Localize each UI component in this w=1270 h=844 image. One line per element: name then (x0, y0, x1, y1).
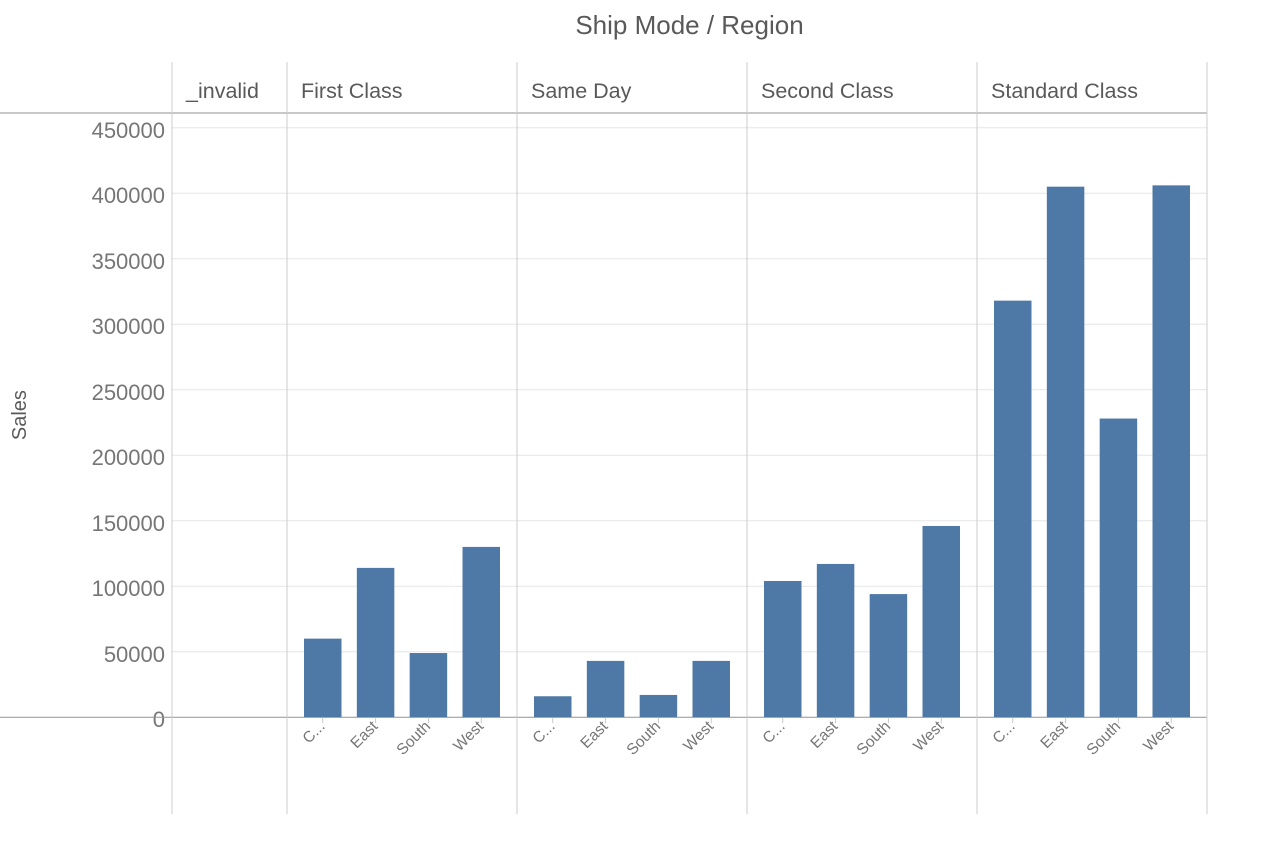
svg-text:C...: C... (759, 718, 788, 747)
svg-text:C...: C... (989, 718, 1018, 747)
svg-text:C...: C... (529, 718, 558, 747)
svg-text:East: East (577, 718, 611, 752)
svg-text:East: East (807, 718, 841, 752)
svg-text:Sales: Sales (9, 390, 31, 440)
svg-text:West: West (1140, 718, 1177, 755)
svg-text:South: South (854, 718, 895, 759)
svg-text:South: South (394, 718, 435, 759)
svg-text:West: West (680, 718, 717, 755)
svg-text:East: East (347, 718, 381, 752)
svg-text:West: West (450, 718, 487, 755)
svg-text:West: West (910, 718, 947, 755)
svg-text:C...: C... (299, 718, 328, 747)
svg-text:East: East (1037, 718, 1071, 752)
svg-text:South: South (1084, 718, 1125, 759)
svg-text:South: South (624, 718, 665, 759)
